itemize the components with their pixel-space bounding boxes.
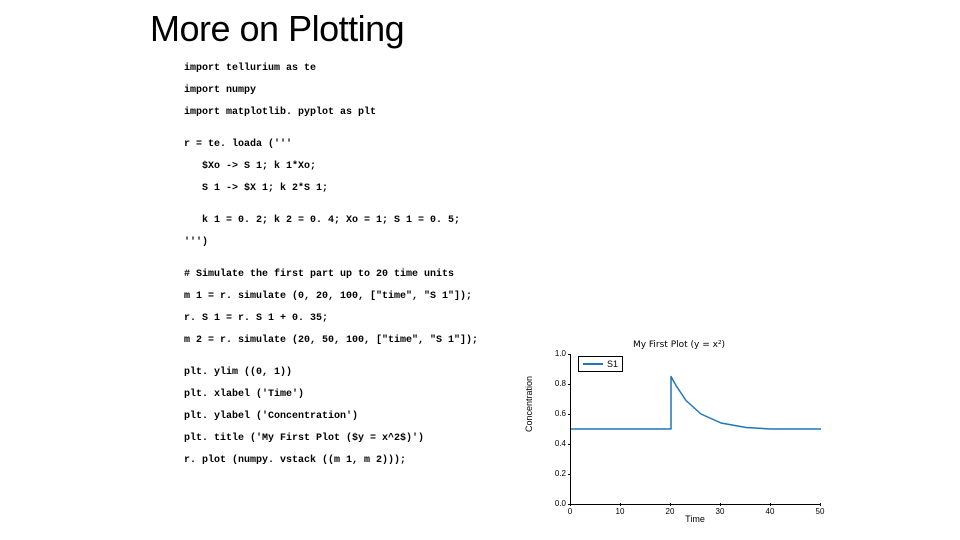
chart-title: My First Plot (y = x²) <box>530 340 828 350</box>
code-line: m 2 = r. simulate (20, 50, 100, ["time",… <box>184 334 478 348</box>
xtick-label: 20 <box>666 507 675 516</box>
code-line: r. plot (numpy. vstack ((m 1, m 2))); <box>184 454 478 468</box>
ytick-label: 1.0 <box>548 349 566 358</box>
xtick-label: 30 <box>716 507 725 516</box>
legend-swatch <box>583 363 603 365</box>
xtick-label: 40 <box>766 507 775 516</box>
code-line: r = te. loada (''' <box>184 138 478 152</box>
chart-xlabel: Time <box>570 514 820 524</box>
xtick-label: 0 <box>568 507 572 516</box>
legend-label: S1 <box>607 359 618 369</box>
code-line: import numpy <box>184 84 478 98</box>
code-block: import tellurium as te import numpy import… <box>184 62 478 476</box>
code-line: # Simulate the first part up to 20 time … <box>184 268 478 282</box>
xtick-label: 50 <box>816 507 825 516</box>
code-blank-line <box>184 258 478 268</box>
code-line: m 1 = r. simulate (0, 20, 100, ["time", … <box>184 290 478 304</box>
code-line: r. S 1 = r. S 1 + 0. 35; <box>184 312 478 326</box>
code-line: plt. xlabel ('Time') <box>184 388 478 402</box>
code-line: plt. ylabel ('Concentration') <box>184 410 478 424</box>
ytick-label: 0.2 <box>548 469 566 478</box>
chart-line <box>571 354 821 504</box>
code-line: plt. ylim ((0, 1)) <box>184 366 478 380</box>
code-line: plt. title ('My First Plot ($y = x^2$)') <box>184 432 478 446</box>
code-line: import matplotlib. pyplot as plt <box>184 106 478 120</box>
chart-legend: S1 <box>578 356 623 372</box>
ytick-label: 0.8 <box>548 379 566 388</box>
page-title: More on Plotting <box>150 8 404 50</box>
code-blank-line <box>184 128 478 138</box>
xtick-label: 10 <box>616 507 625 516</box>
ytick-label: 0.6 <box>548 409 566 418</box>
code-line: ''') <box>184 236 478 250</box>
code-line: $Xo -> S 1; k 1*Xo; <box>184 160 478 174</box>
chart-ylabel: Concentration <box>524 376 534 432</box>
code-blank-line <box>184 356 478 366</box>
chart-container: My First Plot (y = x²) Concentration Tim… <box>530 342 828 522</box>
code-line: k 1 = 0. 2; k 2 = 0. 4; Xo = 1; S 1 = 0.… <box>184 214 478 228</box>
code-blank-line <box>184 204 478 214</box>
ytick-label: 0.4 <box>548 439 566 448</box>
code-line: import tellurium as te <box>184 62 478 76</box>
ytick-label: 0.0 <box>548 499 566 508</box>
code-line: S 1 -> $X 1; k 2*S 1; <box>184 182 478 196</box>
plot-area <box>570 354 821 505</box>
